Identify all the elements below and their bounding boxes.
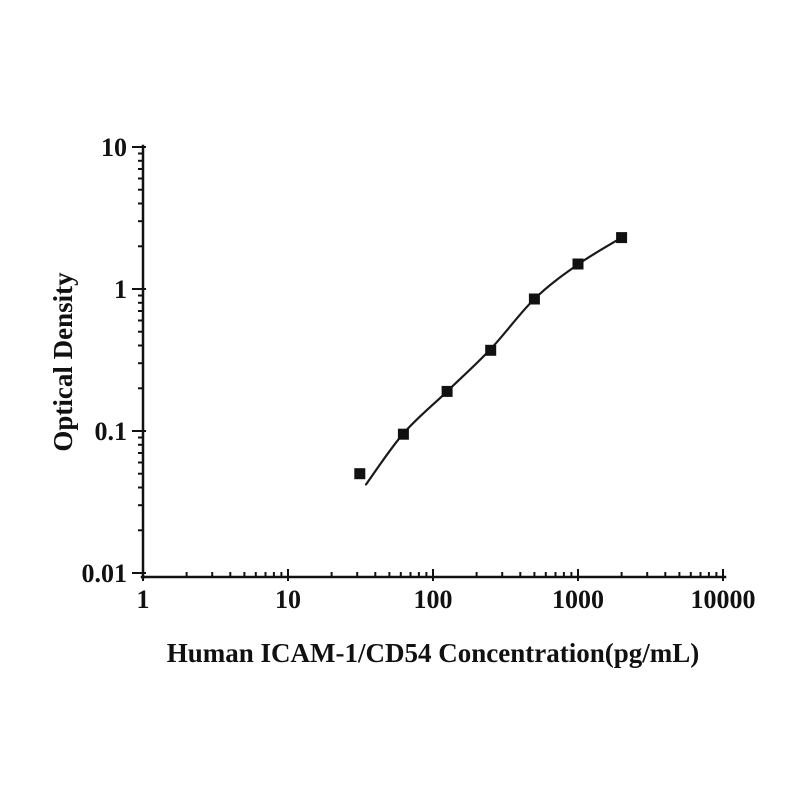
data-point-marker — [572, 258, 584, 270]
x-tick-label: 1000 — [552, 585, 604, 614]
y-tick-label: 0.01 — [82, 559, 128, 588]
fit-curve — [364, 236, 623, 486]
data-point-marker — [354, 468, 366, 480]
data-point-marker — [485, 344, 497, 356]
data-point-markers — [354, 232, 628, 480]
data-point-marker — [441, 385, 453, 397]
x-axis-title: Human ICAM-1/CD54 Concentration(pg/mL) — [167, 638, 700, 668]
y-tick-label: 10 — [101, 133, 127, 162]
data-point-marker — [397, 428, 409, 440]
y-tick-label: 1 — [114, 275, 127, 304]
x-axis-tick-labels: 1 10 100 1000 10000 — [137, 585, 756, 614]
y-axis-tick-labels: 0.01 0.1 1 10 — [82, 133, 128, 588]
x-tick-label: 10000 — [691, 585, 756, 614]
x-axis-ticks — [142, 569, 724, 581]
y-tick-label: 0.1 — [95, 417, 128, 446]
y-axis-title: Optical Density — [48, 272, 78, 452]
x-tick-label: 1 — [137, 585, 150, 614]
data-point-marker — [528, 293, 540, 305]
plot-area: 1 10 100 1000 10000 0.01 0.1 1 10 Human ICAM-1/… — [48, 133, 756, 668]
data-point-marker — [616, 232, 628, 244]
x-tick-label: 100 — [414, 585, 453, 614]
x-tick-label: 10 — [275, 585, 301, 614]
